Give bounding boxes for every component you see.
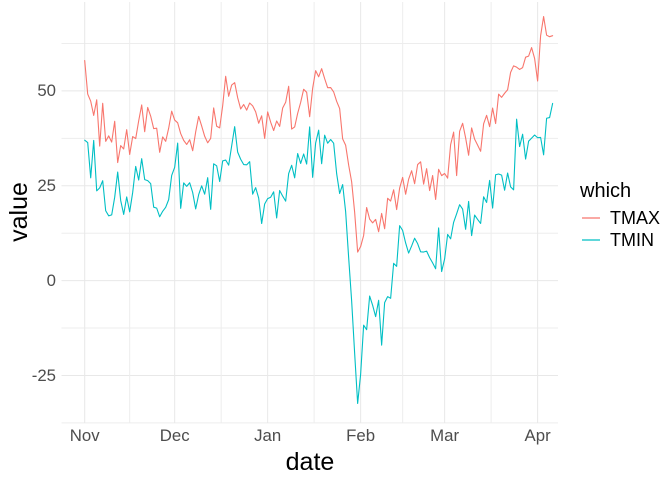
svg-text:Apr: Apr — [525, 426, 552, 445]
svg-text:25: 25 — [37, 176, 56, 195]
svg-text:0: 0 — [47, 271, 56, 290]
svg-text:Jan: Jan — [254, 426, 281, 445]
svg-text:Mar: Mar — [430, 426, 459, 445]
svg-text:Dec: Dec — [160, 426, 190, 445]
svg-text:Feb: Feb — [346, 426, 375, 445]
svg-text:TMAX: TMAX — [610, 208, 660, 228]
svg-text:value: value — [5, 182, 33, 242]
svg-text:which: which — [579, 180, 631, 202]
svg-text:Nov: Nov — [70, 426, 100, 445]
svg-text:date: date — [286, 448, 335, 476]
svg-text:-25: -25 — [32, 366, 56, 385]
svg-text:50: 50 — [37, 81, 56, 100]
svg-text:TMIN: TMIN — [610, 230, 654, 250]
